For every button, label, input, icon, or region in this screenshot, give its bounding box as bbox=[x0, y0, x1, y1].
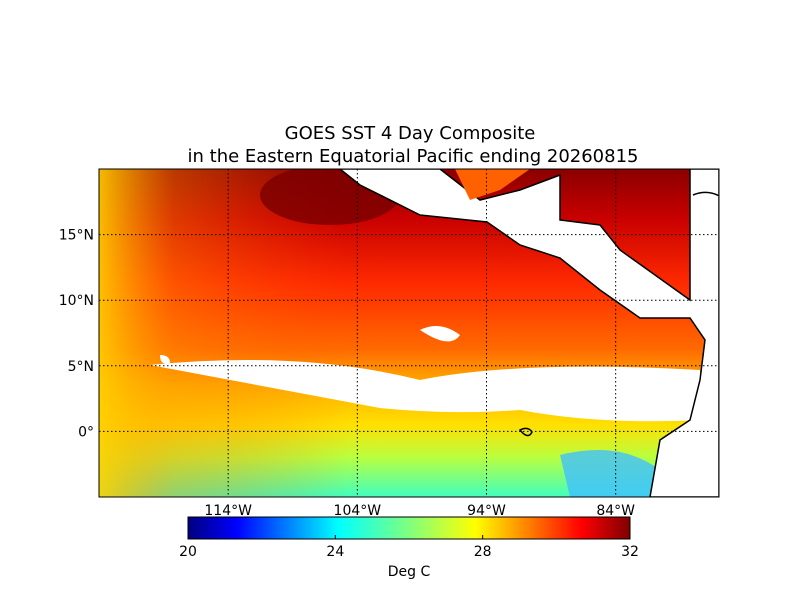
x-tick-label: 84°W bbox=[596, 503, 635, 519]
colorbar-tick-label: 28 bbox=[474, 544, 492, 560]
y-tick-label: 10°N bbox=[59, 293, 94, 309]
colorbar-label: Deg C bbox=[388, 564, 431, 580]
sst-map bbox=[99, 169, 719, 497]
x-tick-label: 94°W bbox=[467, 503, 506, 519]
map-frame bbox=[98, 168, 720, 498]
x-tick-label: 104°W bbox=[334, 503, 382, 519]
colorbar-tick-label: 20 bbox=[179, 544, 197, 560]
y-tick-label: 5°N bbox=[68, 359, 94, 375]
x-tick-label: 114°W bbox=[204, 503, 252, 519]
colorbar-tick-label: 32 bbox=[621, 544, 639, 560]
y-tick-label: 0° bbox=[78, 424, 94, 440]
title-line: in the Eastern Equatorial Pacific ending… bbox=[188, 146, 639, 167]
title-line: GOES SST 4 Day Composite bbox=[285, 123, 536, 144]
colorbar-tick-label: 24 bbox=[326, 544, 344, 560]
y-tick-label: 15°N bbox=[59, 228, 94, 244]
colorbar bbox=[187, 516, 631, 540]
